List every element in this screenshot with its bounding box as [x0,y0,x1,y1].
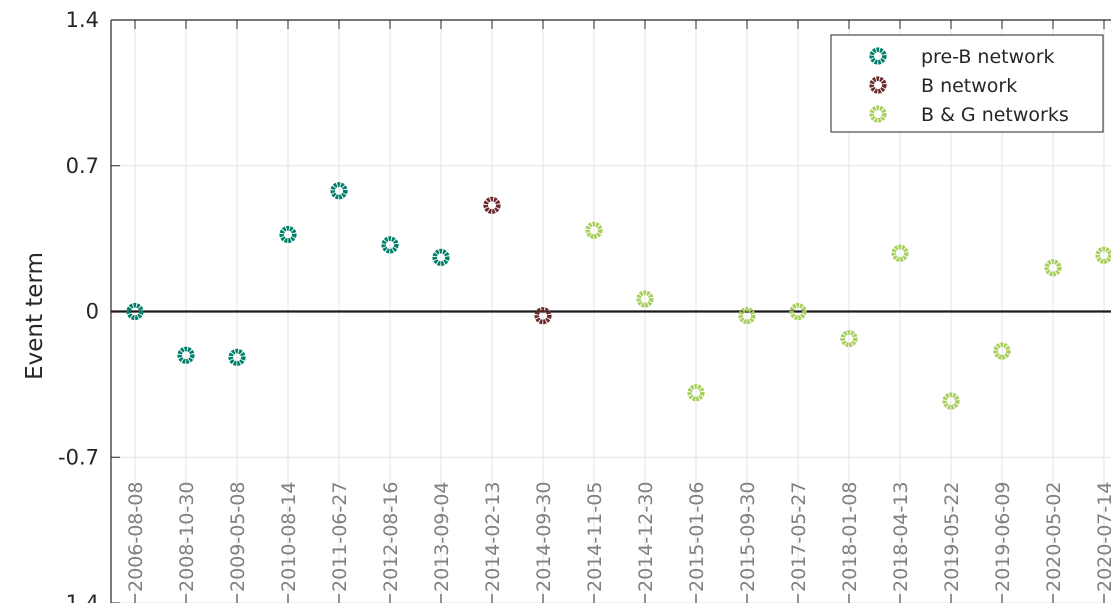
x-tick-label: 2010-08-14 [278,482,300,592]
data-point [228,348,246,366]
x-tick-label: 2015-01-06 [686,482,708,592]
x-tick-label: 2015-09-30 [737,482,759,592]
x-tick-label: 2013-09-04 [431,482,453,592]
x-tick-label: 2019-05-22 [941,482,963,592]
x-tick-label: 2014-02-13 [482,482,504,592]
x-tick-label: 2014-09-30 [533,482,555,592]
data-point [1044,259,1062,277]
data-point [126,302,144,321]
x-tick-label: 2014-12-30 [635,482,657,592]
legend-label: pre-B network [921,46,1055,68]
data-point [687,384,705,402]
data-point [330,182,348,200]
data-point [585,221,603,239]
x-tick-label: 2014-11-05 [584,482,606,592]
data-point [942,392,960,410]
x-tick-label: 2018-01-08 [839,482,861,592]
data-point [993,342,1011,360]
legend-marker [869,76,887,94]
legend: pre-B network B network B & G networks [830,34,1104,133]
data-point [891,244,909,262]
x-tick-labels: 2006-08-08 2008-10-30 2009-05-08 2010-08-14… [125,482,1111,592]
legend-marker [869,105,887,123]
data-point [1095,246,1111,264]
x-tick-label: 2018-04-13 [890,482,912,592]
data-points [126,182,1111,410]
legend-marker [869,47,887,65]
x-tick-label: 2006-08-08 [125,482,147,592]
legend-label: B & G networks [921,104,1069,126]
data-point [738,307,756,325]
data-point [636,290,654,308]
data-point [534,307,552,325]
data-point [381,236,399,254]
y-tick-label: 0 [86,300,99,324]
data-point [279,225,297,244]
x-tick-label: 2020-07-14 [1094,482,1111,592]
x-tick-label: 2019-06-09 [992,482,1014,592]
data-point [840,329,858,348]
x-tick-label: 2020-05-02 [1043,482,1065,592]
data-point [432,248,450,266]
y-tick-labels: 1.4 0.7 0 -0.7 -1.4 [58,8,99,603]
x-tick-label: 2008-10-30 [176,482,198,592]
x-tick-label: 2011-06-27 [329,482,351,592]
x-tick-label: 2009-05-08 [227,482,249,592]
x-tick-label: 2017-05-27 [788,482,810,592]
data-point [483,196,501,214]
legend-label: B network [921,75,1017,97]
y-axis-label: Event term [22,252,48,380]
data-point [789,302,807,321]
y-tick-label: -1.4 [58,591,99,603]
y-tick-label: -0.7 [58,445,99,469]
y-tick-label: 1.4 [66,8,99,32]
x-tick-label: 2012-08-16 [380,482,402,592]
y-tick-label: 0.7 [66,154,99,178]
data-point [177,346,195,364]
